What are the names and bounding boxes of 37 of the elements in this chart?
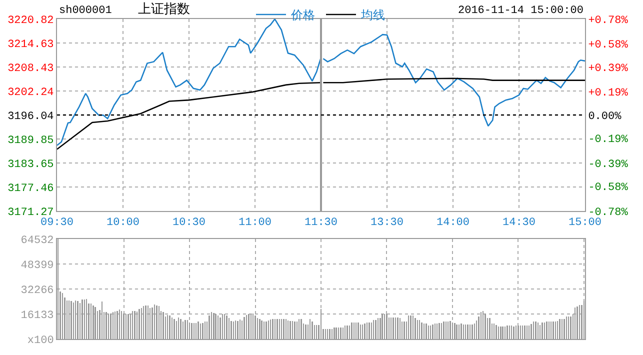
y-tick-label: x100	[27, 334, 54, 347]
text: 0.00%	[588, 110, 622, 123]
y-tick-label: 3177.46	[8, 182, 54, 195]
text: +0.39%	[588, 62, 628, 75]
y-tick-label: 3214.63	[8, 38, 54, 51]
y-tick-label: 3220.82	[8, 14, 54, 27]
text: +0.78%	[588, 14, 628, 27]
x-tick-label: 10:30	[172, 217, 206, 230]
y-tick-label: 3189.85	[8, 134, 54, 147]
legend-label: 均线	[360, 8, 385, 22]
text: +0.19%	[588, 87, 628, 100]
x-tick-label: 14:30	[502, 217, 536, 230]
x-tick-label: 11:00	[238, 217, 272, 230]
y-tick-label: 64532	[20, 234, 54, 247]
text: sh000001	[59, 5, 112, 17]
text: -0.19%	[588, 134, 628, 146]
y-tick-label: 3196.04	[8, 110, 54, 123]
x-tick-label: 13:30	[370, 217, 404, 230]
text: 2016-11-14 15:00:00	[458, 5, 584, 17]
x-tick-label: 14:00	[436, 217, 470, 230]
chart-title: 上证指数	[138, 2, 190, 17]
text: +0.58%	[588, 39, 628, 52]
x-tick-label: 15:00	[568, 217, 602, 230]
y-tick-label: 32266	[20, 284, 54, 297]
y-tick-label: 3171.27	[8, 206, 54, 219]
y-tick-label: 48399	[20, 260, 54, 272]
x-tick-label: 11:30	[304, 217, 338, 230]
text: -0.78%	[588, 206, 628, 219]
y-tick-label: 16133	[20, 310, 54, 322]
x-tick-label: 10:00	[106, 217, 140, 230]
y-tick-label: 3208.43	[8, 62, 54, 75]
x-tick-label: 09:30	[40, 217, 74, 230]
text: -0.58%	[588, 182, 628, 194]
legend-label: 价格	[290, 8, 315, 22]
y-tick-label: 3183.65	[8, 158, 54, 171]
y-tick-label: 3202.24	[8, 86, 54, 99]
text: -0.39%	[588, 158, 628, 171]
